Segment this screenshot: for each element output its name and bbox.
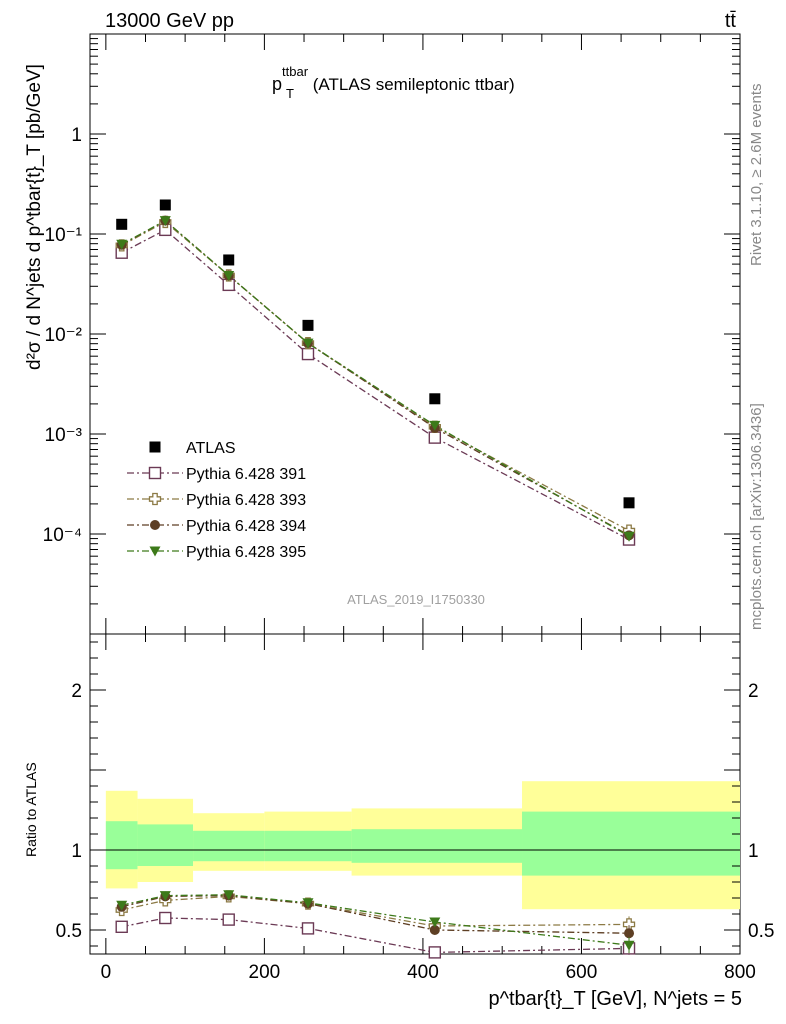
x-tick-label: 200 bbox=[249, 962, 281, 983]
ratio-point-s2-5 bbox=[624, 928, 635, 939]
ratio-y-tick-label: 2 bbox=[71, 681, 82, 702]
ratio-point-s0-0 bbox=[115, 920, 128, 933]
band-inner-2 bbox=[193, 830, 265, 862]
main-series-line-3 bbox=[121, 219, 630, 536]
ratio-y-tick-label-right: 0.5 bbox=[748, 921, 774, 942]
legend-label-2: Pythia 6.428 393 bbox=[186, 492, 306, 509]
plot-title-main: p bbox=[272, 74, 282, 94]
main-point-s4-2 bbox=[223, 270, 235, 281]
main-y-tick-label: 10⁻² bbox=[45, 325, 83, 346]
ratio-y-tick-label: 0.5 bbox=[56, 921, 82, 942]
band-inner-3 bbox=[264, 830, 352, 862]
main-point-s0-3 bbox=[302, 319, 314, 331]
main-point-s4-1 bbox=[159, 216, 171, 227]
rivet-label: Rivet 3.1.10, ≥ 2.6M events bbox=[748, 84, 765, 267]
main-series-line-1 bbox=[121, 229, 630, 541]
main-point-s1-4 bbox=[428, 431, 442, 444]
legend-marker-2 bbox=[148, 492, 162, 506]
main-y-tick-label: 1 bbox=[71, 125, 82, 146]
band-inner-5 bbox=[522, 811, 740, 876]
ratio-series-line-0 bbox=[121, 917, 630, 954]
plot-title-rest: (ATLAS semileptonic ttbar) bbox=[308, 75, 515, 94]
ratio-y-tick-label-right: 2 bbox=[748, 681, 759, 702]
process-label: tt̄ bbox=[725, 10, 737, 32]
ratio-point-s3-4 bbox=[429, 917, 441, 928]
ratio-y-tick-label: 1 bbox=[71, 841, 82, 862]
ratio-point-s3-1 bbox=[159, 891, 171, 902]
x-tick-label: 400 bbox=[407, 962, 439, 983]
main-y-axis-label: d²σ / d N^jets d p^tbar{t}_T [pb/GeV] bbox=[24, 64, 45, 370]
main-y-tick-label: 10⁻¹ bbox=[45, 225, 83, 246]
main-series-line-2 bbox=[121, 221, 630, 532]
ratio-point-s3-5 bbox=[623, 940, 635, 951]
main-point-s0-0 bbox=[116, 218, 128, 230]
plot-title: pttbar (ATLAS semileptonic ttbar) bbox=[272, 64, 515, 94]
main-panel-series bbox=[115, 199, 636, 546]
legend: ATLAS Pythia 6.428 391 Pythia 6.428 393 Pyt… bbox=[127, 440, 306, 561]
main-series-line-4 bbox=[121, 219, 630, 537]
main-point-s4-5 bbox=[623, 531, 635, 542]
ratio-point-s0-2 bbox=[222, 913, 235, 926]
analysis-id: ATLAS_2019_I1750330 bbox=[347, 592, 485, 607]
legend-marker-4 bbox=[149, 546, 161, 557]
plot-title-sub: T bbox=[286, 86, 294, 101]
main-panel-axes: 1 10⁻¹ 10⁻² 10⁻³ 10⁻⁴ bbox=[43, 34, 741, 635]
ratio-series-line-3 bbox=[121, 894, 630, 946]
x-axis-label: p^tbar{t}_T [GeV], N^jets = 5 bbox=[488, 988, 742, 1010]
main-point-s4-3 bbox=[302, 338, 314, 349]
legend-label-1: Pythia 6.428 391 bbox=[186, 466, 306, 483]
main-point-s0-5 bbox=[623, 497, 635, 509]
band-inner-1 bbox=[137, 824, 194, 866]
main-point-s0-4 bbox=[429, 393, 441, 405]
plot-title-sup: ttbar bbox=[282, 64, 309, 79]
ratio-panel-axes: 0.5 0.5 1 1 2 2 0 200 400 600 800 bbox=[56, 634, 774, 983]
legend-label-3: Pythia 6.428 394 bbox=[186, 518, 306, 535]
ratio-point-s0-4 bbox=[428, 946, 442, 959]
main-point-s4-4 bbox=[429, 420, 441, 431]
ratio-y-tick-label-right: 1 bbox=[748, 841, 759, 862]
ratio-series-line-2 bbox=[121, 894, 630, 934]
legend-marker-1 bbox=[148, 466, 162, 480]
ratio-panel-series bbox=[115, 890, 636, 959]
ratio-point-s0-1 bbox=[159, 911, 172, 925]
main-point-s0-1 bbox=[159, 199, 171, 211]
ratio-point-s2-4 bbox=[429, 925, 440, 935]
band-inner-4 bbox=[351, 829, 523, 863]
band-inner-0 bbox=[105, 821, 138, 870]
legend-label-0: ATLAS bbox=[186, 440, 236, 457]
main-point-s0-2 bbox=[223, 254, 235, 266]
mcplots-label: mcplots.cern.ch [arXiv:1306.3436] bbox=[748, 403, 765, 630]
main-y-tick-label: 10⁻³ bbox=[45, 425, 83, 446]
legend-marker-3 bbox=[150, 520, 160, 530]
legend-label-4: Pythia 6.428 395 bbox=[186, 544, 306, 561]
ratio-point-s3-3 bbox=[302, 898, 314, 909]
ratio-y-axis-label: Ratio to ATLAS bbox=[23, 762, 39, 857]
x-tick-label: 600 bbox=[566, 962, 598, 983]
ratio-uncertainty-bands bbox=[90, 781, 740, 910]
main-point-s4-0 bbox=[116, 239, 128, 250]
x-tick-label: 800 bbox=[724, 962, 756, 983]
energy-label: 13000 GeV pp bbox=[105, 10, 234, 32]
x-tick-label: 0 bbox=[101, 962, 112, 983]
ratio-point-s0-3 bbox=[301, 922, 315, 935]
main-y-tick-label: 10⁻⁴ bbox=[43, 525, 82, 546]
ratio-point-s3-0 bbox=[116, 900, 128, 911]
ratio-point-s3-2 bbox=[223, 890, 235, 901]
main-point-s1-3 bbox=[301, 347, 315, 361]
legend-marker-0 bbox=[149, 441, 161, 453]
